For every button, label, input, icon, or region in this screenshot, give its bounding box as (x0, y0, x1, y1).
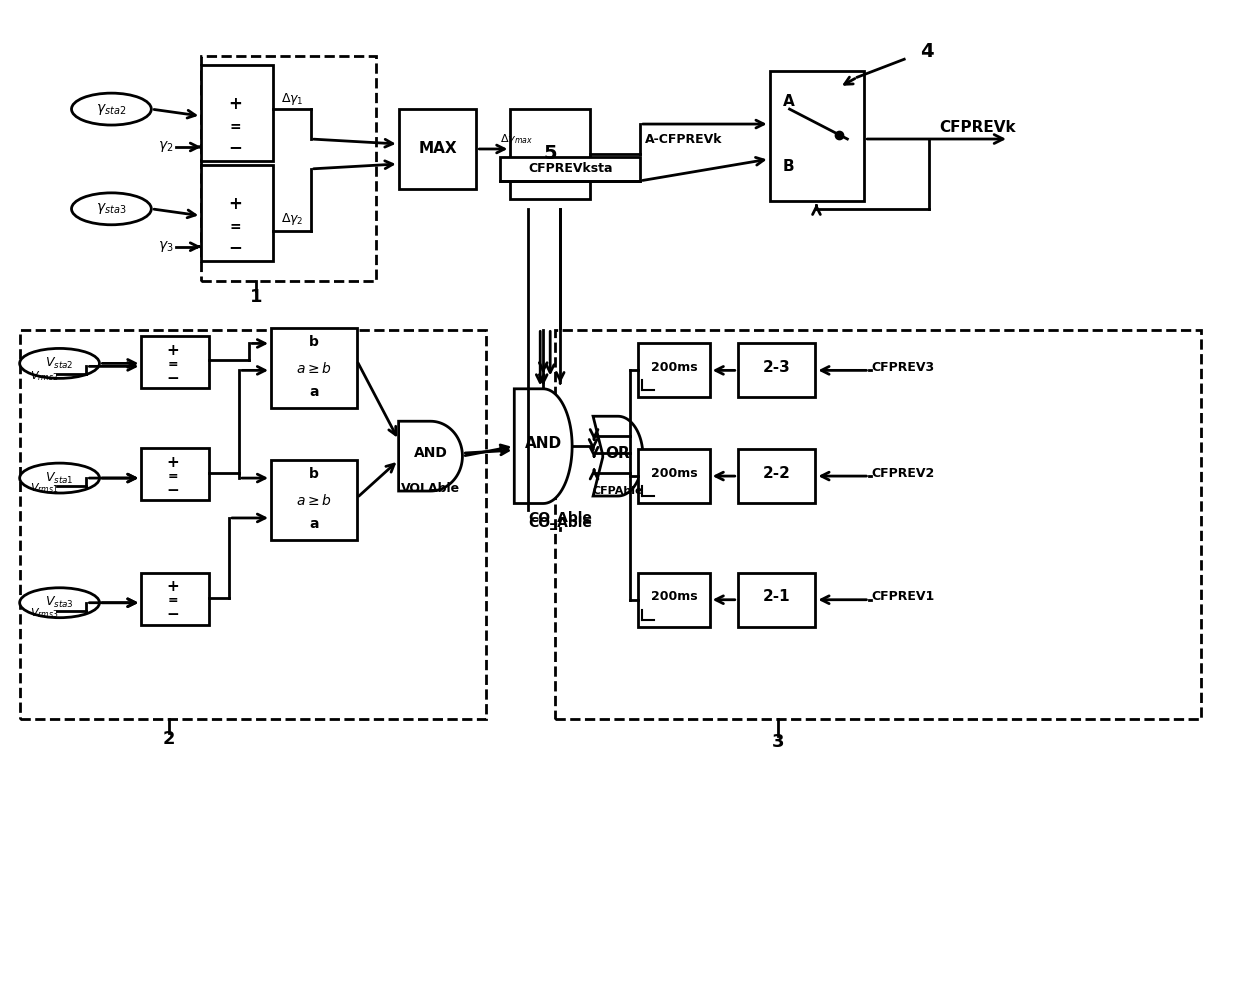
Text: +: + (167, 455, 180, 470)
Text: A: A (782, 94, 795, 109)
Text: a: a (309, 385, 319, 399)
Bar (201, 66, 273, 161)
Bar (738, 344, 816, 397)
Ellipse shape (20, 349, 99, 378)
Text: 200ms: 200ms (651, 361, 697, 374)
Text: CFPREV3: CFPREV3 (872, 361, 935, 374)
Text: OR: OR (605, 446, 630, 461)
Text: +: + (228, 95, 242, 113)
Text: CFPREVk: CFPREVk (939, 120, 1016, 134)
Bar (738, 450, 816, 503)
Text: =: = (167, 470, 179, 483)
Text: −: − (167, 483, 180, 498)
Text: CFPREV1: CFPREV1 (872, 591, 935, 603)
Text: AND: AND (525, 435, 562, 451)
Bar (141, 449, 210, 500)
Text: $\gamma_{sta3}$: $\gamma_{sta3}$ (97, 202, 126, 217)
Bar (398, 109, 476, 188)
Text: $\gamma_3$: $\gamma_3$ (157, 239, 174, 254)
Bar (511, 109, 590, 199)
Text: 2: 2 (162, 731, 176, 748)
Text: $\gamma_{sta2}$: $\gamma_{sta2}$ (97, 102, 126, 117)
Text: A-CFPREVk: A-CFPREVk (645, 132, 723, 145)
Text: −: − (228, 138, 242, 156)
Text: =: = (167, 595, 179, 607)
Bar (500, 157, 640, 180)
Text: $V_{rms1}$: $V_{rms1}$ (30, 481, 58, 495)
Text: a: a (309, 517, 319, 531)
Text: $\Delta\gamma_{max}$: $\Delta\gamma_{max}$ (500, 132, 533, 146)
Text: $V_{sta1}$: $V_{sta1}$ (45, 471, 74, 486)
Bar (20, 331, 486, 720)
Bar (272, 460, 357, 540)
Polygon shape (398, 421, 463, 491)
Polygon shape (593, 416, 642, 496)
Text: 2-1: 2-1 (763, 590, 790, 604)
Text: $V_{sta2}$: $V_{sta2}$ (46, 356, 74, 371)
Bar (141, 337, 210, 388)
Ellipse shape (72, 93, 151, 125)
Text: +: + (167, 580, 180, 595)
Text: $\Delta\gamma_2$: $\Delta\gamma_2$ (281, 211, 304, 227)
Text: AND: AND (414, 447, 448, 460)
Text: 200ms: 200ms (651, 591, 697, 603)
Polygon shape (515, 389, 572, 504)
Bar (201, 56, 376, 280)
Text: $V_{sta3}$: $V_{sta3}$ (45, 595, 74, 610)
Text: B: B (782, 159, 794, 174)
Ellipse shape (72, 193, 151, 225)
Bar (556, 331, 1202, 720)
Text: $a\geq b$: $a\geq b$ (296, 361, 331, 376)
Text: 3: 3 (771, 734, 784, 751)
Text: $V_{rms3}$: $V_{rms3}$ (30, 606, 58, 620)
Text: $V_{rms2}$: $V_{rms2}$ (30, 370, 58, 383)
Text: CFPREV2: CFPREV2 (872, 467, 935, 480)
Bar (637, 450, 709, 503)
Text: b: b (309, 336, 319, 350)
Text: =: = (229, 120, 241, 134)
Ellipse shape (20, 463, 99, 493)
Text: −: − (228, 238, 242, 256)
Text: 2-3: 2-3 (763, 360, 790, 375)
Text: =: = (229, 220, 241, 234)
Text: −: − (167, 607, 180, 622)
Text: −: − (167, 371, 180, 386)
Bar (201, 165, 273, 261)
Text: 4: 4 (920, 41, 934, 60)
Text: +: + (228, 195, 242, 213)
Bar (770, 72, 864, 201)
Text: +: + (167, 343, 180, 358)
Text: 200ms: 200ms (651, 467, 697, 480)
Text: $\gamma_2$: $\gamma_2$ (157, 139, 174, 154)
Text: MAX: MAX (418, 141, 456, 156)
Text: $a\geq b$: $a\geq b$ (296, 493, 331, 507)
Text: =: = (167, 358, 179, 371)
Text: CO_Able: CO_Able (528, 516, 593, 530)
Text: b: b (309, 467, 319, 481)
Text: CO_Able: CO_Able (528, 511, 593, 525)
Bar (141, 573, 210, 625)
Text: 2-2: 2-2 (763, 466, 791, 481)
Text: 1: 1 (249, 287, 262, 305)
Bar (637, 573, 709, 627)
Text: VOLAble: VOLAble (401, 482, 460, 495)
Text: CFPREVksta: CFPREVksta (528, 162, 613, 175)
Text: 5: 5 (543, 144, 557, 163)
Bar (272, 329, 357, 408)
Text: CFPAble: CFPAble (593, 486, 644, 496)
Bar (738, 573, 816, 627)
Bar (637, 344, 709, 397)
Text: $\Delta\gamma_1$: $\Delta\gamma_1$ (281, 91, 304, 107)
Ellipse shape (20, 588, 99, 618)
